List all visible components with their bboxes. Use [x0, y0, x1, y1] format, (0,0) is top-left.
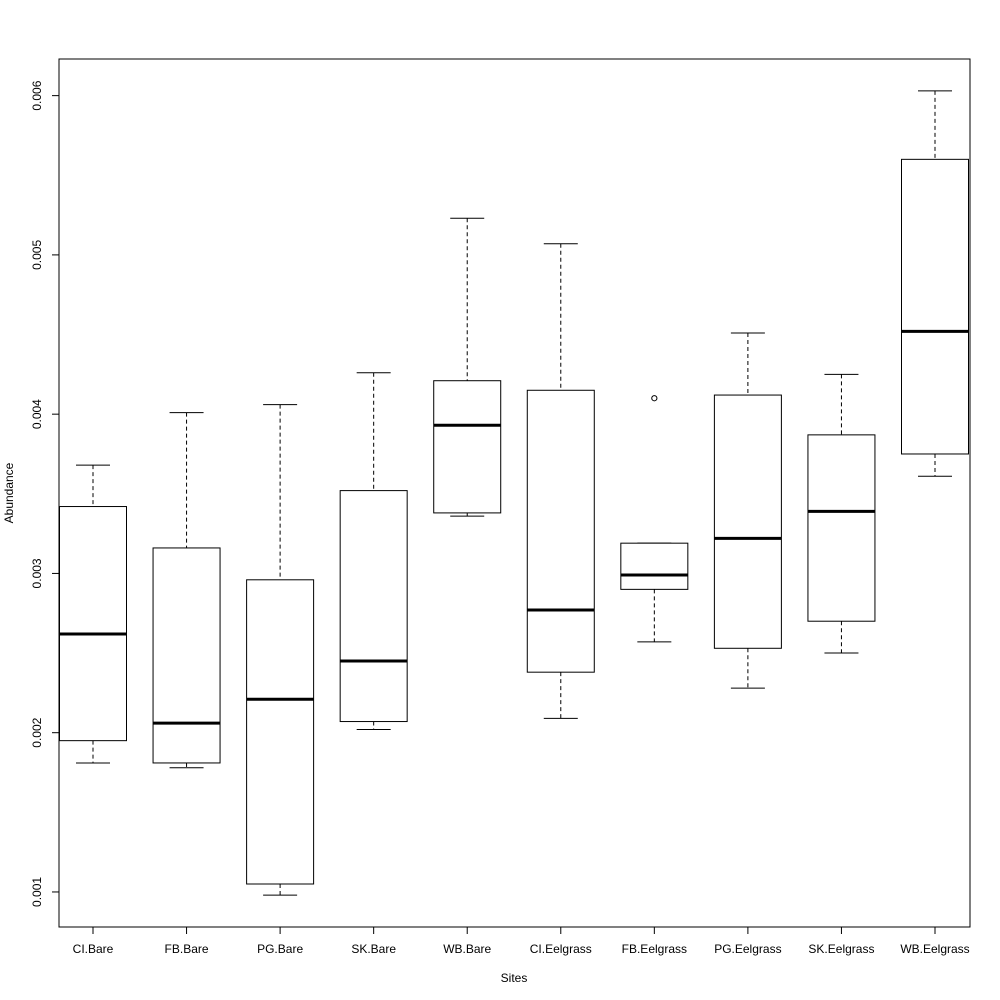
boxes-group	[59, 90, 969, 896]
iqr-box	[620, 542, 689, 590]
iqr-box	[59, 506, 127, 742]
y-axis: 0.001 0.002 0.003 0.004 0.005 0.006	[30, 80, 59, 907]
x-tick-label: SK.Eelgrass	[808, 942, 874, 956]
box-fb-eelgrass	[620, 395, 689, 643]
y-tick-label: 0.005	[30, 240, 44, 270]
y-tick-label: 0.002	[30, 717, 44, 747]
x-tick-label: WB.Bare	[443, 942, 491, 956]
x-tick-label: SK.Bare	[351, 942, 396, 956]
box-ci-eelgrass	[526, 243, 595, 719]
box-sk-eelgrass	[807, 373, 876, 654]
x-axis-label: Sites	[501, 971, 528, 985]
x-tick-label: CI.Eelgrass	[530, 942, 592, 956]
box-sk-bare	[339, 372, 408, 731]
x-tick-label: PG.Eelgrass	[714, 942, 781, 956]
box-fb-bare	[152, 412, 221, 769]
iqr-box	[433, 380, 502, 514]
box-ci-bare	[59, 464, 127, 764]
iqr-box	[526, 389, 595, 673]
y-axis-label: Abundance	[2, 462, 16, 523]
y-tick-label: 0.004	[30, 399, 44, 429]
x-tick-label: PG.Bare	[257, 942, 303, 956]
box-wb-bare	[433, 217, 502, 517]
x-tick-label: CI.Bare	[73, 942, 114, 956]
x-tick-label: FB.Bare	[165, 942, 209, 956]
iqr-box	[246, 579, 315, 885]
x-tick-label: FB.Eelgrass	[622, 942, 687, 956]
y-tick-label: 0.003	[30, 558, 44, 588]
x-axis: CI.Bare FB.Bare PG.Bare SK.Bare WB.Bare CI.Ee…	[73, 927, 970, 956]
x-tick-label: WB.Eelgrass	[900, 942, 969, 956]
outlier-point	[651, 395, 658, 402]
y-tick-label: 0.001	[30, 877, 44, 907]
box-pg-eelgrass	[713, 332, 782, 689]
iqr-box	[807, 434, 876, 622]
iqr-box	[901, 158, 969, 455]
box-wb-eelgrass	[901, 90, 969, 477]
plot-frame	[58, 58, 971, 928]
y-tick-label: 0.006	[30, 80, 44, 110]
iqr-box	[152, 547, 221, 764]
box-pg-bare	[246, 404, 315, 896]
iqr-box	[339, 490, 408, 723]
iqr-box	[713, 394, 782, 649]
